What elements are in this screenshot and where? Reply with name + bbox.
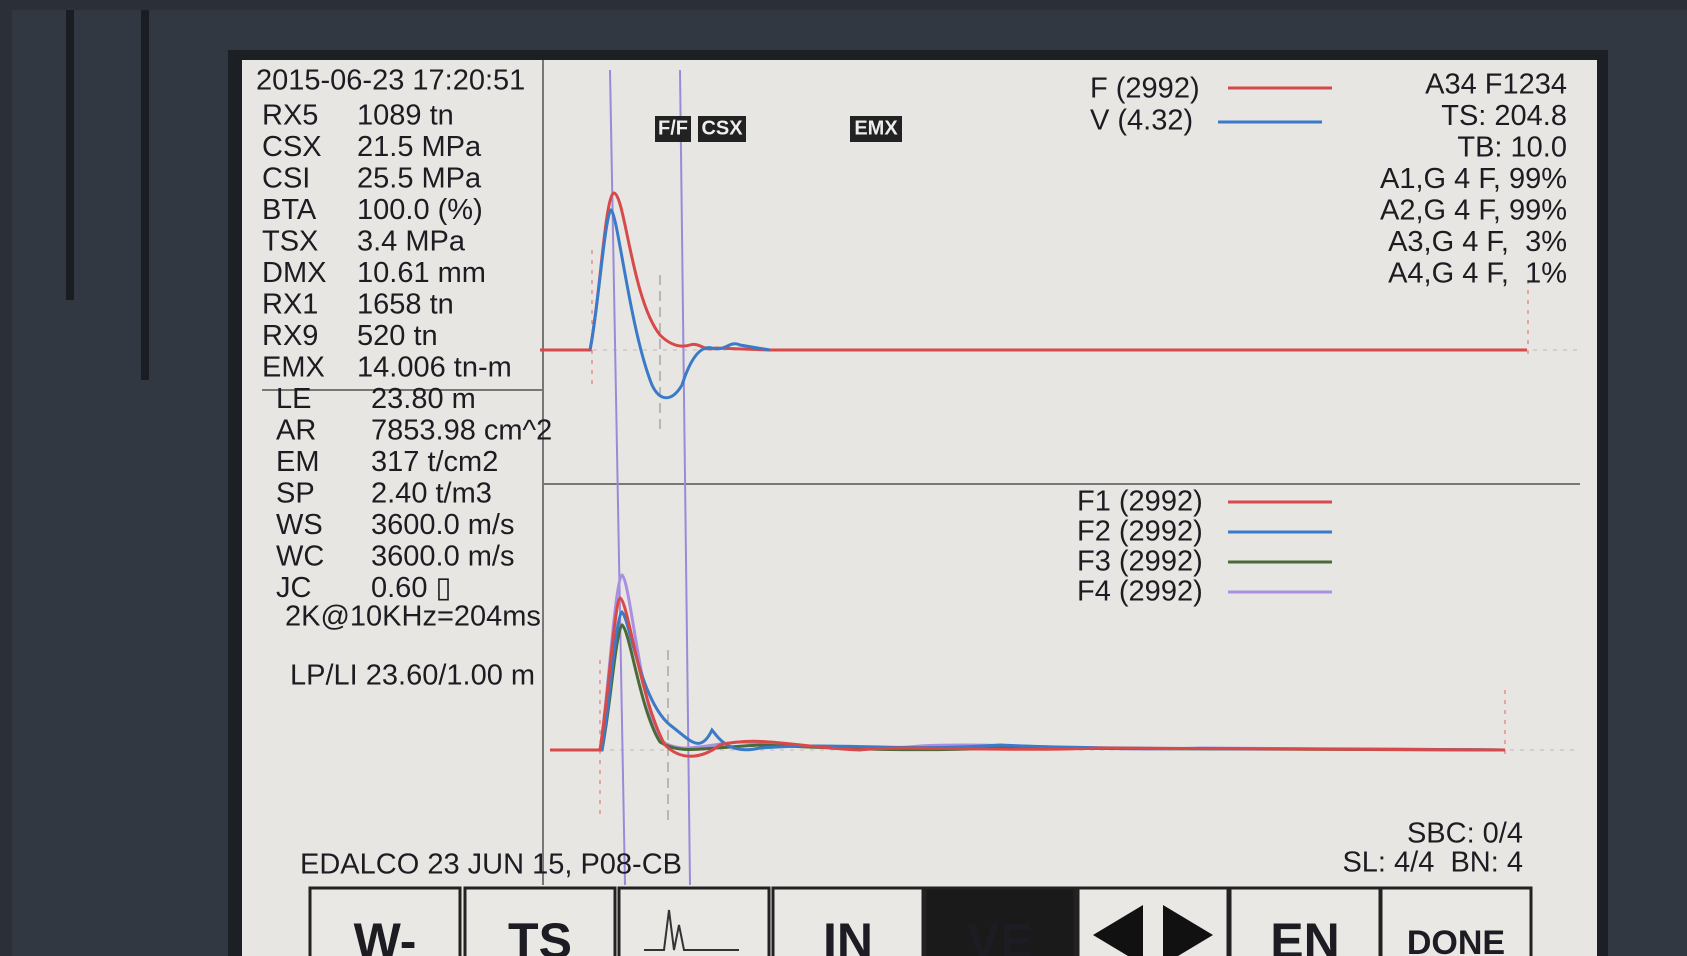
readout-label: TSX (262, 226, 318, 258)
marker-tag (655, 116, 691, 142)
readout-value: 100.0 (%) (357, 194, 483, 226)
status-line: A34 F1234 (1425, 69, 1567, 101)
legend-label: F (2992) (1090, 73, 1200, 105)
velocity-trace (588, 208, 771, 400)
button-label: DONE (1407, 924, 1505, 956)
sampling: 2K@10KHz=204ms (285, 601, 541, 633)
cursor-line (609, 69, 626, 886)
readout-label: RX1 (262, 289, 318, 321)
readout-value: 0.60 ▯ (371, 572, 451, 604)
readout-label: RX9 (262, 320, 318, 352)
readout-label: BTA (262, 194, 317, 226)
button[interactable] (463, 886, 617, 956)
readout-label: WS (276, 509, 323, 541)
legend-label: V (4.32) (1090, 105, 1193, 137)
readout-label: AR (276, 415, 316, 447)
status-line: A4,G 4 F, 1% (1388, 258, 1567, 290)
screen (242, 60, 1597, 956)
marker-tag (850, 116, 902, 142)
button[interactable] (1379, 886, 1533, 956)
status-line: TS: 204.8 (1441, 100, 1567, 132)
readout-label: CSX (262, 131, 322, 163)
button[interactable] (771, 886, 925, 956)
button-icon (1093, 905, 1213, 956)
readout-value: 25.5 MPa (357, 163, 482, 195)
readout-label: DMX (262, 257, 326, 289)
readout-label: LE (276, 383, 311, 415)
readout-label: RX5 (262, 100, 318, 132)
legend-label: F3 (2992) (1077, 546, 1203, 578)
button[interactable] (1228, 886, 1382, 956)
readout-value: 7853.98 cm^2 (371, 415, 552, 447)
footer-left: EDALCO 23 JUN 15, P08-CB (300, 849, 682, 881)
button-label: TS (508, 913, 572, 956)
readout-label: WC (276, 541, 324, 573)
readout-label: CSI (262, 163, 310, 195)
readout-label: SP (276, 478, 315, 510)
button-icon (644, 909, 739, 951)
readout-value: 520 tn (357, 320, 438, 352)
readout-value: 2.40 t/m3 (371, 478, 492, 510)
f1-trace (550, 596, 1506, 758)
legend-label: F1 (2992) (1077, 486, 1203, 518)
legend-label: F4 (2992) (1077, 576, 1203, 608)
status-line: TB: 10.0 (1457, 132, 1567, 164)
status-line: A2,G 4 F, 99% (1380, 195, 1567, 227)
readout-value: 1089 tn (357, 100, 454, 132)
readout-value: 3600.0 m/s (371, 541, 514, 573)
readout-value: 14.006 tn-m (357, 352, 512, 384)
readout-value: 23.80 m (371, 383, 476, 415)
button[interactable] (308, 886, 462, 956)
marker-label: EMX (854, 117, 898, 139)
sl-bn: SL: 4/4 BN: 4 (1342, 847, 1523, 879)
legend-label: F2 (2992) (1077, 516, 1203, 548)
marker-label: CSX (701, 117, 743, 139)
button[interactable] (617, 886, 771, 956)
readout-label: EMX (262, 352, 325, 384)
readout-value: 10.61 mm (357, 257, 486, 289)
status-line: A3,G 4 F, 3% (1388, 226, 1567, 258)
marker-label: F/F (658, 117, 688, 139)
lp-li: LP/LI 23.60/1.00 m (290, 660, 535, 692)
button[interactable] (1076, 886, 1230, 956)
button-label: EN (1270, 913, 1339, 956)
marker-tag (698, 116, 746, 142)
sbc: SBC: 0/4 (1407, 818, 1523, 850)
timestamp: 2015-06-23 17:20:51 (256, 65, 525, 97)
readout-value: 21.5 MPa (357, 131, 482, 163)
readout-label: EM (276, 446, 320, 478)
readout-label: JC (276, 572, 311, 604)
button-label: IN (823, 913, 873, 956)
readout-value: 317 t/cm2 (371, 446, 498, 478)
readout-value: 1658 tn (357, 289, 454, 321)
button-label: W- (354, 913, 417, 956)
button[interactable] (923, 886, 1077, 956)
button-label: VE (967, 913, 1034, 956)
readout-value: 3.4 MPa (357, 226, 466, 258)
readout-value: 3600.0 m/s (371, 509, 514, 541)
status-line: A1,G 4 F, 99% (1380, 163, 1567, 195)
button-bar: W- TS IN VE EN DONE (308, 886, 1533, 956)
